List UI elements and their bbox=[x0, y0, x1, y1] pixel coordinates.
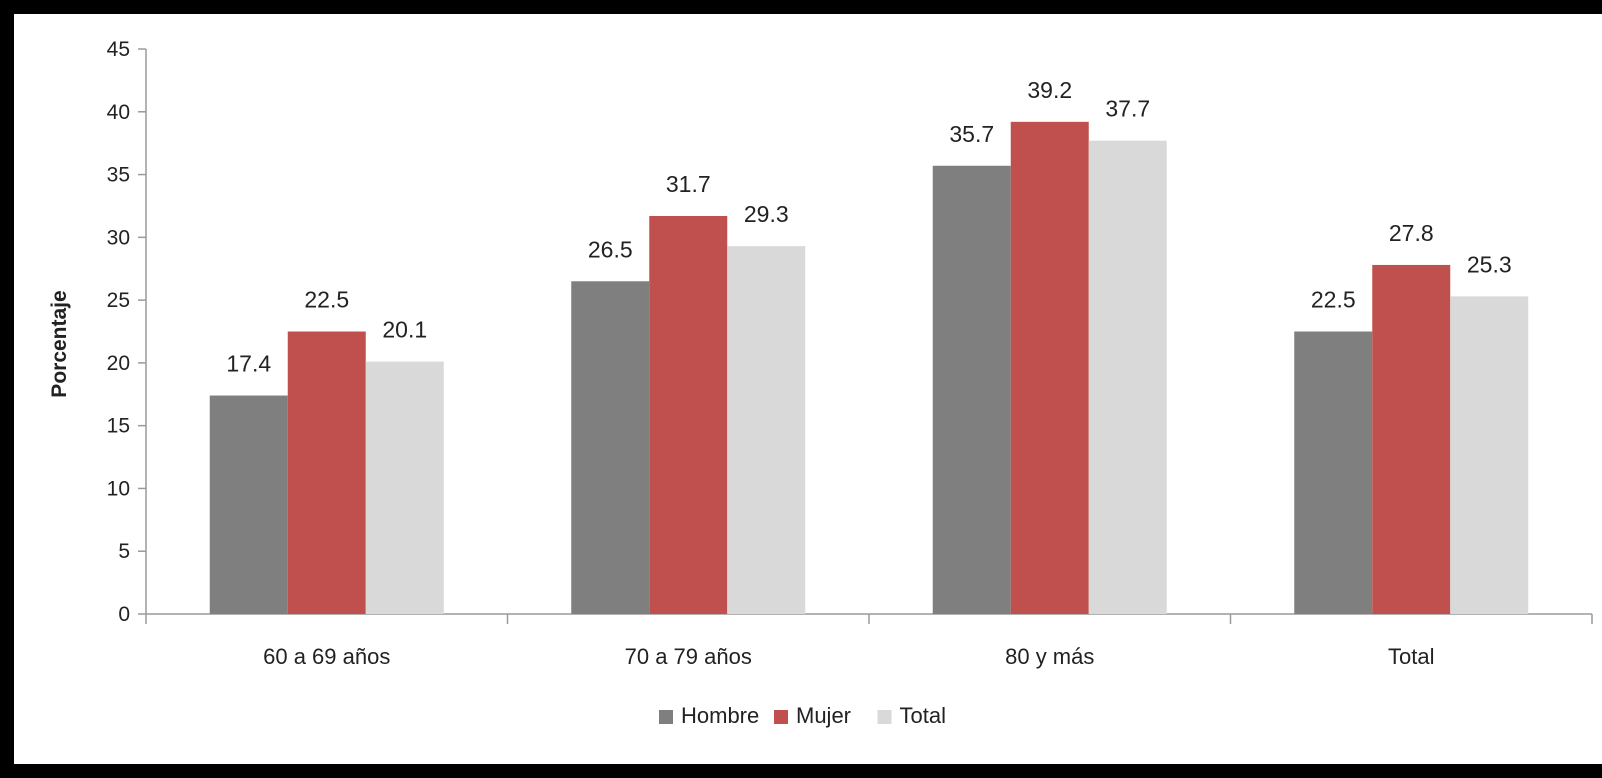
bar-chart: 0 5 10 15 20 25 30 35 40 45 60 a 69 años 70 a 79 añ… bbox=[48, 38, 1593, 728]
y-tick-label: 30 bbox=[107, 226, 130, 249]
x-tick-label: 60 a 69 años bbox=[263, 644, 390, 669]
legend-label: Hombre bbox=[681, 703, 759, 728]
data-label: 22.5 bbox=[304, 287, 349, 313]
legend-swatch-hombre bbox=[659, 710, 673, 724]
bar-total bbox=[1088, 140, 1167, 614]
y-axis-title: Porcentaje bbox=[48, 290, 71, 397]
bar-total bbox=[365, 361, 444, 614]
data-label: 29.3 bbox=[744, 201, 789, 227]
data-label: 37.7 bbox=[1105, 96, 1150, 122]
chart-frame: 0 5 10 15 20 25 30 35 40 45 60 a 69 años 70 a 79 añ… bbox=[14, 14, 1602, 764]
bars bbox=[209, 121, 1529, 615]
data-label: 39.2 bbox=[1027, 77, 1072, 103]
y-tick-label: 35 bbox=[107, 164, 130, 187]
legend-label: Mujer bbox=[796, 703, 851, 728]
legend-label: Total bbox=[900, 703, 946, 728]
bar-hombre bbox=[571, 281, 650, 614]
y-tick-label: 40 bbox=[107, 101, 130, 124]
data-label: 22.5 bbox=[1311, 287, 1356, 313]
data-label: 31.7 bbox=[666, 171, 711, 197]
x-tick-label: 70 a 79 años bbox=[625, 644, 752, 669]
legend-swatch-total bbox=[877, 710, 892, 724]
legend: Hombre Mujer Total bbox=[659, 703, 946, 728]
y-tick-label: 45 bbox=[107, 38, 130, 61]
y-tick-label: 0 bbox=[118, 603, 130, 626]
data-labels: 17.4 22.5 20.1 26.5 31.7 29.3 35.7 39.2 37.7 22.5… bbox=[226, 77, 1511, 377]
data-label: 17.4 bbox=[226, 351, 271, 377]
x-tick-label: 80 y más bbox=[1005, 644, 1094, 669]
bar-total bbox=[727, 246, 806, 614]
bar-mujer bbox=[1010, 121, 1089, 615]
data-label: 27.8 bbox=[1389, 220, 1434, 246]
x-tick-label: Total bbox=[1388, 644, 1434, 669]
y-tick-label: 20 bbox=[107, 352, 130, 375]
y-tick-label: 5 bbox=[118, 540, 130, 563]
bar-total bbox=[1450, 296, 1529, 614]
data-label: 26.5 bbox=[588, 236, 633, 262]
bar-hombre bbox=[932, 165, 1011, 614]
bar-mujer bbox=[649, 215, 728, 614]
bar-hombre bbox=[209, 395, 288, 614]
bar-hombre bbox=[1294, 331, 1373, 614]
data-label: 20.1 bbox=[382, 317, 427, 343]
data-label: 35.7 bbox=[949, 121, 994, 147]
y-tick-label: 25 bbox=[107, 289, 130, 312]
legend-swatch-mujer bbox=[774, 710, 788, 724]
data-label: 25.3 bbox=[1467, 251, 1512, 277]
bar-mujer bbox=[287, 331, 366, 614]
bar-mujer bbox=[1372, 264, 1451, 614]
y-tick-label: 10 bbox=[107, 477, 130, 500]
y-tick-label: 15 bbox=[107, 415, 130, 438]
